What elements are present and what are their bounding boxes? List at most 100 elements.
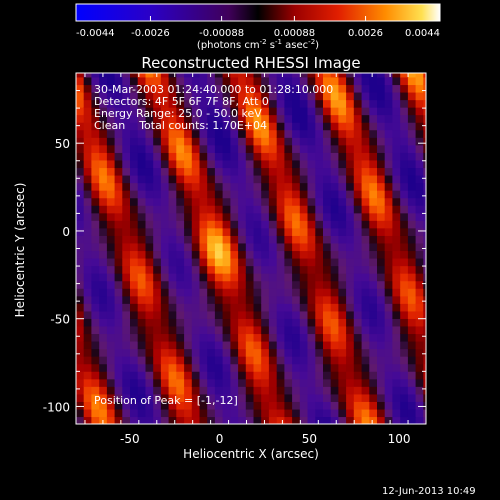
heatmap-cell [91,393,100,402]
heatmap-cell [392,227,401,236]
heatmap-cell [268,325,278,335]
heatmap-cell [253,242,262,252]
heatmap-cell [199,220,208,229]
heatmap-cell [323,212,332,221]
heatmap-cell [245,99,255,108]
heatmap-cell [315,167,324,176]
heatmap-cell [330,408,340,418]
heatmap-cell [122,393,131,402]
heatmap-cell [284,205,293,214]
heatmap-cell [307,220,316,229]
heatmap-cell [191,242,201,252]
heatmap-cell [122,205,131,214]
heatmap-cell [284,99,293,108]
heatmap-cell [330,92,340,101]
heatmap-cell [99,197,108,206]
heatmap-cell [222,190,231,199]
heatmap-cell [338,152,347,161]
heatmap-cell [400,371,409,380]
heatmap-cell [361,76,370,86]
heatmap-cell [168,288,177,297]
heatmap-cell [184,250,193,259]
heatmap-cell [99,107,108,116]
heatmap-cell [168,73,177,78]
heatmap-cell [168,84,177,93]
heatmap-cell [176,182,185,191]
heatmap-cell [130,122,139,131]
heatmap-cell [114,356,123,365]
heatmap-cell [323,258,332,267]
heatmap-cell [377,408,386,418]
heatmap-cell [377,73,386,78]
heatmap-cell [199,84,208,93]
heatmap-cell [245,182,255,191]
heatmap-cell [91,280,100,289]
heatmap-cell [207,84,216,93]
heatmap-cell [122,114,131,123]
heatmap-cell [199,386,208,395]
heatmap-cell [245,205,255,214]
heatmap-cell [130,99,139,108]
heatmap-cell [330,325,340,335]
heatmap-cell [191,310,201,319]
heatmap-cell [307,99,316,108]
heatmap-cell [407,341,417,350]
heatmap-cell [338,341,347,350]
colorbar-tick-label: -0.0044 [76,28,115,39]
heatmap-cell [377,99,386,108]
heatmap-cell [292,318,301,327]
heatmap-cell [415,129,424,138]
heatmap-cell [99,333,108,342]
heatmap-cell [230,144,239,153]
heatmap-cell [145,371,154,380]
heatmap-cell [168,348,177,357]
heatmap-cell [299,280,309,289]
heatmap-cell [91,356,100,365]
heatmap-cell [130,92,139,101]
heatmap-cell [238,235,247,244]
heatmap-cell [415,197,424,206]
heatmap-cell [230,220,239,229]
heatmap-cell [377,356,386,365]
heatmap-cell [245,220,255,229]
heatmap-cell [114,144,123,153]
heatmap-cell [83,129,93,138]
heatmap-cell [307,416,316,424]
heatmap-cell [369,258,378,267]
heatmap-cell [106,144,116,153]
heatmap-cell [176,318,185,327]
heatmap-cell [207,386,216,395]
heatmap-cell [230,235,239,244]
heatmap-cell [160,250,170,259]
heatmap-cell [276,318,286,327]
heatmap-cell [222,197,231,206]
heatmap-cell [276,288,286,297]
heatmap-cell [392,242,401,252]
heatmap-cell [423,107,426,116]
heatmap-cell [222,303,231,312]
heatmap-cell [153,137,162,146]
heatmap-cell [145,175,154,184]
heatmap-cell [253,129,262,138]
heatmap-cell [369,280,378,289]
heatmap-cell [137,341,147,350]
heatmap-cell [168,99,177,108]
heatmap-cell [330,258,340,267]
heatmap-cell [199,197,208,206]
heatmap-cell [392,197,401,206]
heatmap-cell [253,416,262,424]
heatmap-cell [323,416,332,424]
heatmap-cell [253,167,262,176]
heatmap-cell [284,333,293,342]
heatmap-cell [160,303,170,312]
heatmap-cell [407,175,417,184]
heatmap-cell [106,363,116,372]
heatmap-cell [276,378,286,387]
heatmap-cell [83,378,93,387]
heatmap-cell [214,341,224,350]
heatmap-cell [114,303,123,312]
heatmap-cell [99,378,108,387]
heatmap-cell [106,348,116,357]
heatmap-cell [91,73,100,78]
heatmap-cell [253,401,262,410]
